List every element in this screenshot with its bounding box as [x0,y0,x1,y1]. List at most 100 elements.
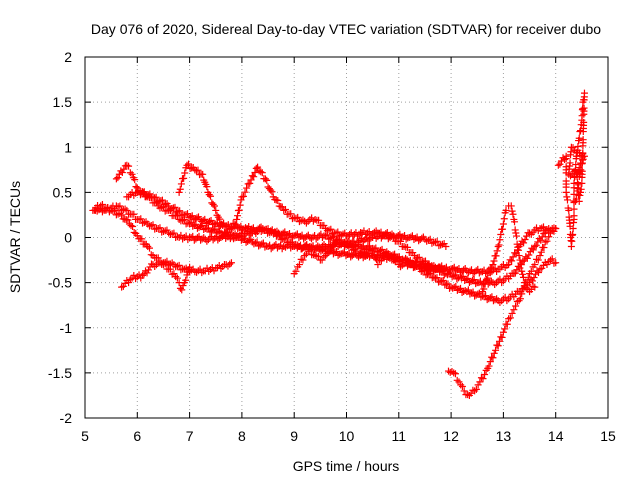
data-point [548,255,556,263]
data-point [114,174,122,182]
series-track-i [478,202,539,296]
data-point [467,289,475,297]
data-point [534,238,542,246]
data-point [294,213,302,221]
data-point [498,333,506,341]
data-point [205,191,213,199]
series-track-g [290,236,445,278]
data-point [442,243,450,251]
data-point [529,246,537,254]
data-point [297,255,305,263]
data-point [562,155,570,163]
data-point [274,197,282,205]
data-point [472,280,480,288]
data-point [140,270,148,278]
data-point [227,259,235,267]
data-point [374,261,382,269]
data-point [498,279,506,287]
data-point [477,374,485,382]
data-point [334,228,342,236]
data-point [499,328,507,336]
data-point [182,211,190,219]
series-track-f [118,257,235,291]
data-point [258,240,266,248]
data-point [118,169,126,177]
data-point [580,96,588,104]
data-point [322,232,330,240]
data-point [301,252,309,260]
data-point [388,230,396,238]
data-point [579,128,587,136]
x-tick-labels: 5 6 7 8 9 10 11 12 13 14 15 [81,428,616,444]
data-point [575,166,583,174]
data-point [116,202,124,210]
data-point [115,170,123,178]
data-point [200,234,208,242]
data-point [517,259,525,267]
y-tick-label: -0.5 [48,275,72,291]
data-point [175,188,183,196]
data-point [574,191,582,199]
data-point [433,274,441,282]
data-point [462,275,470,283]
data-point [149,221,157,229]
data-point [251,169,259,177]
data-point [325,235,333,243]
data-point [327,225,335,233]
data-point [143,269,151,277]
data-point [480,293,488,301]
data-point [201,215,209,223]
data-point [580,152,588,160]
data-point [209,200,217,208]
x-tick-label: 12 [443,428,459,444]
data-point [561,156,569,164]
data-point [315,252,323,260]
data-point [362,234,370,242]
data-point [554,161,562,169]
data-point [488,293,496,301]
data-point [518,267,526,275]
data-point [306,247,314,255]
data-point [575,181,583,189]
data-point [253,238,261,246]
data-point [489,261,497,269]
data-point [481,371,489,378]
x-tick-label: 10 [339,428,355,444]
data-point [328,234,336,241]
data-point [567,151,575,159]
series-track-e [175,160,450,251]
data-point [487,277,495,285]
data-point [492,252,500,260]
data-point [140,189,148,197]
data-point [267,186,275,194]
data-point [480,285,488,293]
data-point [579,142,587,150]
data-point [158,196,166,204]
data-point [178,286,186,294]
data-point [394,254,402,262]
data-point [503,320,511,328]
y-tick-label: 0.5 [53,184,73,200]
data-point [557,157,565,165]
data-point [503,297,511,305]
data-point [537,248,545,256]
data-point [261,175,269,183]
data-point [185,160,193,168]
data-point [475,269,483,277]
data-point [418,234,426,242]
data-point [513,266,521,274]
data-point [563,193,571,201]
series-track-j [554,89,588,251]
data-point [520,239,528,247]
data-point [372,244,380,252]
data-point [194,166,202,174]
data-point [472,385,480,393]
data-point [512,302,520,310]
data-point [386,251,394,259]
data-point [575,134,583,142]
data-point [470,276,478,284]
data-point [552,259,560,267]
data-point [226,235,234,243]
data-point [118,283,126,291]
data-point [493,247,501,255]
